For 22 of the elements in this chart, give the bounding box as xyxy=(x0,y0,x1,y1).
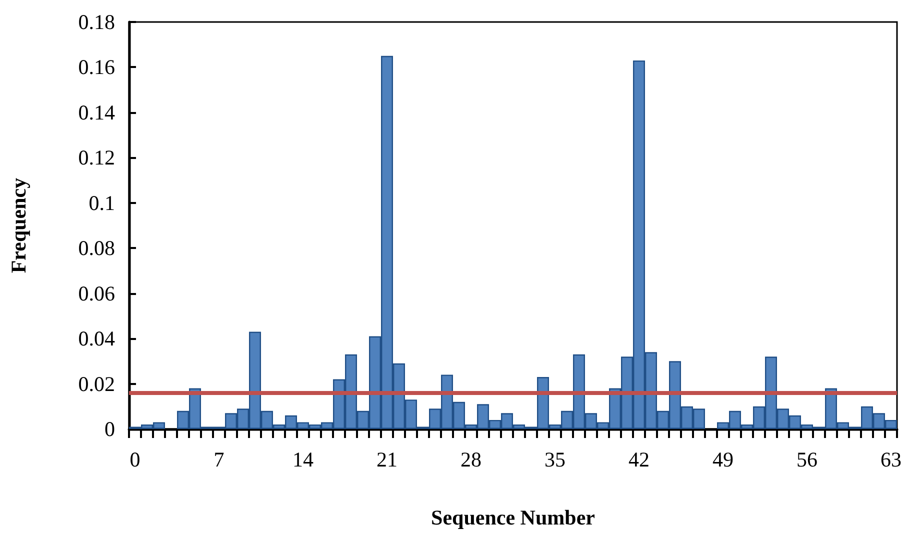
x-tick-label: 35 xyxy=(544,448,566,472)
x-tick-label: 56 xyxy=(796,448,818,472)
y-tick-label: 0.14 xyxy=(78,100,116,124)
x-tick-label: 7 xyxy=(214,448,224,472)
y-tick-label: 0.12 xyxy=(78,146,115,170)
x-tick-label: 49 xyxy=(712,448,734,472)
x-tick-label: 14 xyxy=(292,448,314,472)
x-tick-label: 63 xyxy=(880,448,902,472)
y-tick-label: 0.08 xyxy=(78,236,115,260)
y-tick-label: 0.06 xyxy=(78,281,115,306)
y-axis-title: Frequency xyxy=(6,177,30,274)
x-tick-label: 42 xyxy=(628,448,650,472)
x-tick-label: 21 xyxy=(376,448,398,472)
y-tick-label: 0 xyxy=(104,417,115,441)
y-tick-label: 0.16 xyxy=(78,55,115,80)
y-tick-label: 0.1 xyxy=(88,190,115,215)
y-tick-label: 0.18 xyxy=(78,10,115,34)
x-axis-title: Sequence Number xyxy=(431,506,595,530)
y-tick-label: 0.02 xyxy=(78,372,115,396)
y-tick-label: 0.04 xyxy=(78,326,116,351)
x-tick-label: 0 xyxy=(130,448,140,472)
x-tick-label: 28 xyxy=(460,448,482,472)
